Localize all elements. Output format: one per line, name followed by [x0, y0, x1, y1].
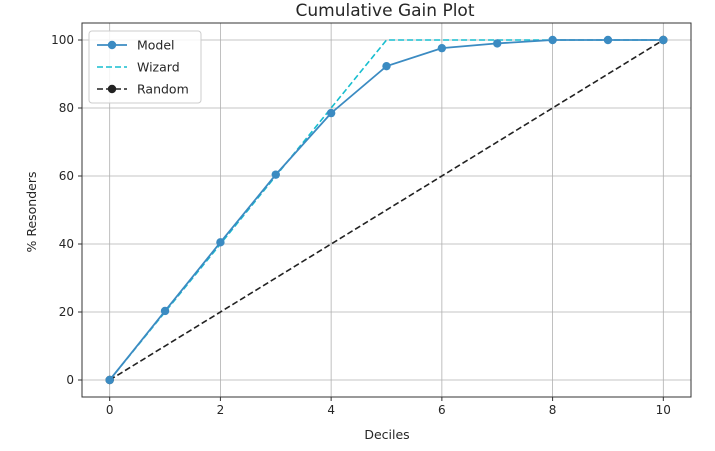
data-point-model [603, 35, 613, 45]
y-tick-label: 40 [59, 237, 74, 251]
series-layer [105, 35, 668, 385]
legend-label-model: Model [137, 38, 175, 53]
y-tick-label: 20 [59, 305, 74, 319]
y-tick-label: 60 [59, 169, 74, 183]
x-tick-label: 6 [438, 403, 446, 417]
legend-label-random: Random [137, 82, 189, 97]
y-tick-label: 0 [66, 373, 74, 387]
x-tick-label: 0 [106, 403, 114, 417]
x-tick-label: 8 [549, 403, 557, 417]
data-point-model [382, 61, 391, 71]
x-tick-label: 4 [327, 403, 335, 417]
y-tick-label: 100 [51, 33, 74, 47]
data-point-model [160, 306, 170, 316]
legend-marker-random [107, 84, 117, 94]
data-point-model [659, 35, 668, 45]
data-point-model [437, 43, 447, 53]
plot-frame [81, 22, 692, 398]
data-point-model [326, 108, 336, 118]
legend: Model Wizard Random [88, 30, 202, 104]
data-point-model [216, 238, 225, 247]
legend-marker-model [107, 40, 117, 50]
x-tick-label: 10 [656, 403, 671, 417]
x-tick-label: 2 [217, 403, 225, 417]
y-axis-label: % Resonders [24, 171, 39, 252]
y-tick-label: 80 [59, 101, 74, 115]
legend-label-wizard: Wizard [137, 60, 180, 75]
y-axis-ticks: 0 20 40 60 80 100 [51, 33, 82, 387]
chart-title: Cumulative Gain Plot [296, 1, 475, 21]
data-point-model [271, 170, 280, 179]
data-point-model [548, 35, 557, 45]
data-point-model [493, 39, 502, 48]
x-axis-label: Deciles [364, 427, 409, 442]
legend-box [88, 30, 202, 104]
data-point-model [105, 375, 114, 385]
x-axis-ticks: 0 2 4 6 8 10 [106, 397, 671, 417]
series-line-random [109, 39, 664, 381]
